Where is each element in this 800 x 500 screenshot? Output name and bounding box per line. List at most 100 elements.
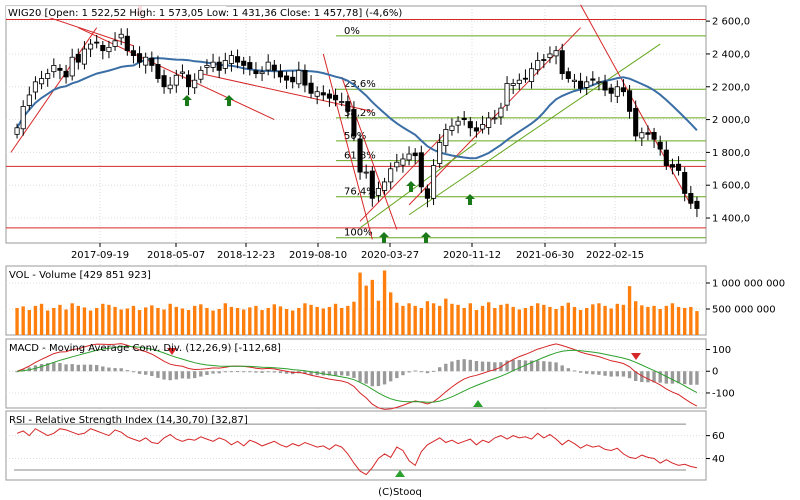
volume-bar bbox=[695, 311, 699, 335]
candle-body bbox=[461, 117, 467, 120]
volume-tick-label: 1 000 000 000 bbox=[712, 279, 785, 290]
price-y-axis: 1 400,0 1 600,0 1 800,0 2 000,0 2 200,0 2 400… bbox=[706, 17, 750, 225]
volume-bar bbox=[591, 304, 595, 335]
volume-bar bbox=[444, 298, 448, 335]
volume-bar bbox=[468, 303, 472, 335]
macd-hist-bar bbox=[640, 371, 644, 383]
macd-hist-bar bbox=[95, 365, 99, 372]
volume-bar bbox=[376, 300, 381, 335]
macd-hist-bar bbox=[39, 363, 44, 372]
volume-bar bbox=[431, 303, 436, 335]
volume-bar bbox=[113, 306, 117, 335]
volume-bar bbox=[52, 307, 56, 335]
candle-body bbox=[222, 60, 228, 69]
macd-hist-bar bbox=[609, 371, 613, 377]
volume-bar bbox=[156, 307, 160, 335]
volume-bar bbox=[254, 305, 258, 335]
volume-bar bbox=[272, 304, 276, 335]
volume-bar bbox=[566, 302, 570, 335]
volume-bar bbox=[670, 303, 675, 335]
volume-bar bbox=[554, 309, 558, 335]
macd-hist-bar bbox=[46, 363, 50, 372]
volume-label: VOL - Volume [429 851 923] bbox=[9, 270, 151, 281]
candle-body bbox=[210, 61, 216, 68]
candle-body bbox=[541, 59, 547, 61]
candle-body bbox=[118, 33, 124, 39]
candle-body bbox=[167, 84, 173, 90]
macd-signal-line bbox=[17, 345, 698, 403]
x-tick-label: 2021-06-30 bbox=[516, 250, 574, 261]
volume-bar bbox=[346, 305, 350, 335]
volume-bar bbox=[603, 305, 607, 335]
volume-bar bbox=[199, 304, 203, 335]
volume-bar bbox=[572, 306, 577, 335]
macd-hist-bar bbox=[229, 371, 234, 373]
candle-body bbox=[302, 69, 308, 86]
rsi-tick-label: 40 bbox=[712, 454, 725, 465]
macd-hist-bar bbox=[162, 371, 166, 380]
macd-hist-bar bbox=[107, 367, 111, 372]
candle-body bbox=[14, 127, 20, 135]
candle-body bbox=[161, 75, 167, 88]
macd-hist-bar bbox=[652, 371, 656, 383]
volume-bar bbox=[107, 304, 111, 335]
candle-body bbox=[155, 64, 161, 79]
volume-bar bbox=[462, 307, 466, 335]
macd-hist-bar bbox=[370, 371, 374, 387]
macd-hist-bar bbox=[554, 362, 558, 372]
price-tick-label: 2 000,0 bbox=[712, 115, 750, 126]
candle-body bbox=[406, 153, 412, 161]
macd-hist-bar bbox=[199, 371, 203, 377]
candle-body bbox=[179, 71, 185, 74]
macd-hist-bar bbox=[168, 371, 172, 381]
price-tick-label: 2 200,0 bbox=[712, 82, 750, 93]
volume-bar bbox=[382, 270, 387, 335]
macd-hist-bar bbox=[211, 371, 215, 374]
candle-body bbox=[412, 152, 418, 157]
candle-body bbox=[192, 79, 198, 89]
candle-body bbox=[565, 71, 571, 79]
macd-hist-bar bbox=[174, 371, 178, 380]
rsi-arrows bbox=[395, 470, 405, 477]
rsi-grid bbox=[6, 423, 706, 471]
volume-bar bbox=[46, 310, 50, 335]
macd-down-arrow-icon bbox=[631, 353, 641, 360]
macd-hist-bar bbox=[180, 371, 185, 379]
up-arrow-icon bbox=[224, 95, 234, 106]
macd-hist-bar bbox=[407, 371, 411, 373]
candle-body bbox=[388, 168, 394, 183]
fib-level-label: 38,2% bbox=[344, 108, 376, 119]
volume-bar bbox=[413, 305, 417, 335]
x-tick-label: 2019-08-10 bbox=[289, 250, 347, 261]
volume-bar bbox=[438, 305, 442, 335]
candle-body bbox=[492, 117, 498, 120]
volume-bar bbox=[64, 309, 68, 335]
volume-bar bbox=[125, 308, 129, 335]
volume-bar bbox=[658, 309, 662, 335]
volume-bar bbox=[560, 305, 564, 335]
macd-hist-bar bbox=[480, 361, 485, 372]
volume-bar bbox=[266, 307, 270, 335]
macd-hist-bar bbox=[431, 370, 436, 372]
volume-bar bbox=[487, 302, 491, 335]
rsi-y-axis: 60 40 bbox=[706, 431, 725, 465]
macd-hist-bar bbox=[438, 367, 442, 372]
macd-hist-bar bbox=[603, 371, 607, 376]
candle-body bbox=[424, 188, 430, 199]
candle-body bbox=[88, 43, 94, 50]
candle-body bbox=[651, 131, 657, 140]
trend-line bbox=[341, 76, 398, 230]
price-tick-label: 1 800,0 bbox=[712, 148, 750, 159]
macd-hist-bar bbox=[376, 371, 381, 387]
candle-body bbox=[571, 79, 577, 82]
candle-body bbox=[32, 81, 38, 93]
candle-body bbox=[400, 158, 406, 166]
macd-hist-bar bbox=[591, 371, 595, 375]
candle-body bbox=[516, 79, 522, 84]
candle-body bbox=[173, 74, 179, 86]
candle-body bbox=[130, 50, 136, 56]
candle-body bbox=[382, 181, 388, 191]
candle-body bbox=[39, 78, 45, 85]
